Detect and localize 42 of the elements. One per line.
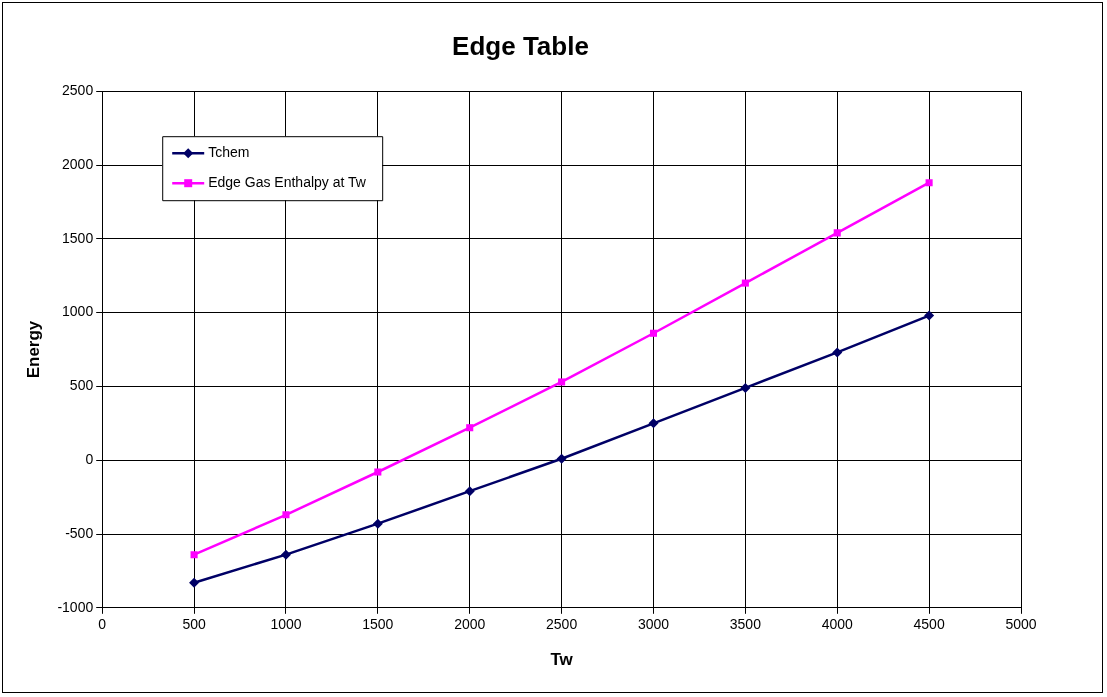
- x-tick-label: 4000: [821, 616, 854, 633]
- point: [466, 424, 474, 432]
- point: [833, 229, 841, 237]
- x-tick-label: 2500: [546, 616, 578, 633]
- x-tick-label: 3000: [637, 616, 670, 633]
- legend-label: Edge Gas Enthalpy at Tw: [208, 174, 367, 191]
- y-axis-title: Energy: [23, 320, 43, 379]
- point: [556, 453, 567, 464]
- point: [649, 329, 658, 337]
- x-tick-label: 500: [182, 616, 206, 633]
- x-tick-label: 3500: [729, 616, 762, 633]
- x-tick-label: 4500: [913, 616, 945, 633]
- y-tick-label: 0: [85, 451, 94, 468]
- y-tick-label: -500: [65, 524, 94, 541]
- y-tick-label: -1000: [57, 598, 94, 615]
- x-tick-label: 5000: [1005, 616, 1037, 633]
- y-tick-label: 2000: [62, 155, 94, 172]
- point: [740, 382, 751, 393]
- point: [925, 179, 933, 187]
- point: [832, 347, 843, 358]
- y-tick-label: 1500: [62, 229, 94, 246]
- chart-title: Edge Table: [452, 30, 589, 61]
- point: [464, 486, 475, 497]
- x-tick-label: 2000: [454, 616, 486, 633]
- point: [374, 468, 382, 476]
- point: [372, 518, 383, 529]
- point: [924, 310, 935, 321]
- x-tick-label: 1000: [270, 616, 302, 633]
- point: [558, 378, 566, 386]
- x-tick-label: 0: [98, 616, 107, 633]
- x-tick-label: 1500: [362, 616, 394, 633]
- point: [741, 279, 749, 287]
- point: [190, 551, 198, 559]
- legend-label: Tchem: [208, 144, 250, 161]
- point: [189, 577, 200, 588]
- point: [282, 511, 290, 519]
- y-tick-label: 1000: [62, 303, 94, 320]
- x-axis-title: Tw: [550, 650, 574, 670]
- point: [280, 549, 291, 560]
- point: [648, 418, 659, 429]
- y-tick-label: 500: [69, 377, 94, 394]
- y-tick-label: 2500: [62, 82, 94, 99]
